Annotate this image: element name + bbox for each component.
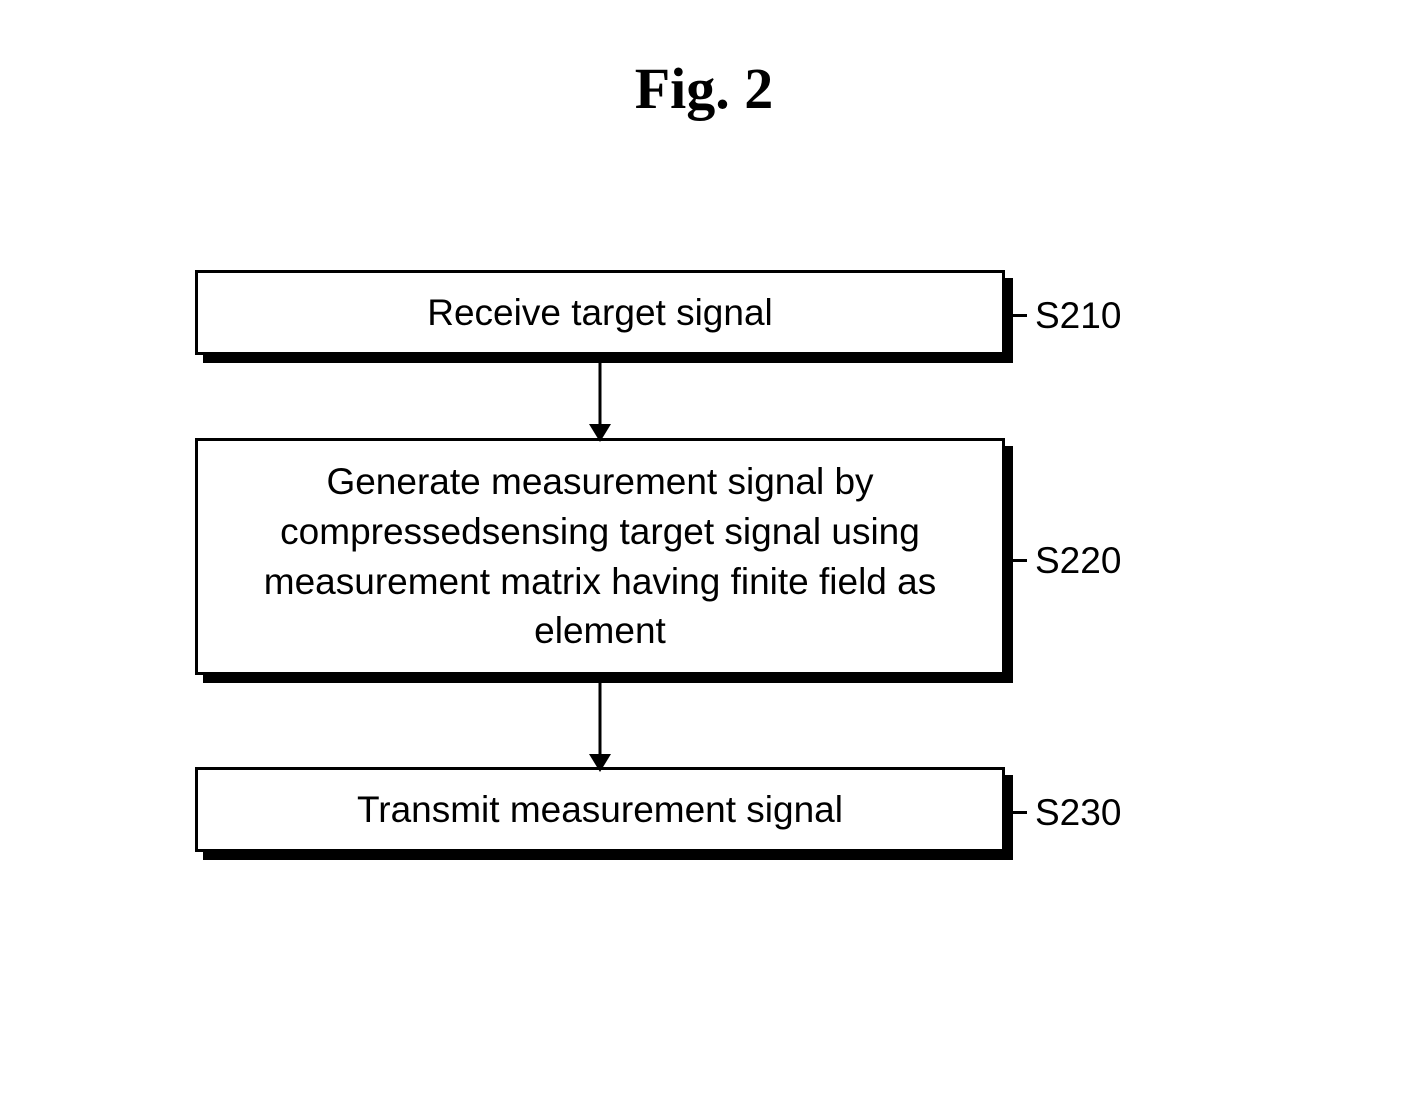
label-tick-1 [1005, 314, 1027, 317]
label-tick-2 [1005, 559, 1027, 562]
arrow-1 [580, 355, 620, 444]
process-box-3: Transmit measurement signal [195, 767, 1005, 852]
arrow-2 [580, 677, 620, 774]
figure-title: Fig. 2 [0, 55, 1408, 122]
process-box-2: Generate measurement signal by compresse… [195, 438, 1005, 675]
process-text-2: Generate measurement signal by compresse… [226, 457, 974, 657]
step-label-1: S210 [1035, 295, 1121, 337]
process-box-1: Receive target signal [195, 270, 1005, 355]
process-text-1: Receive target signal [427, 288, 773, 338]
label-tick-3 [1005, 811, 1027, 814]
step-label-3: S230 [1035, 792, 1121, 834]
process-text-3: Transmit measurement signal [357, 785, 843, 835]
step-label-2: S220 [1035, 540, 1121, 582]
